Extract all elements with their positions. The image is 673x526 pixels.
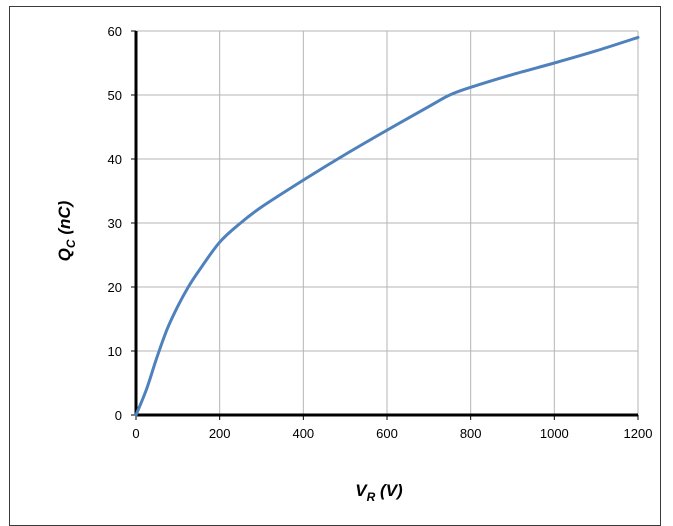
y-tick-label: 60 — [108, 24, 122, 39]
y-axis-title: QC (nC) — [55, 200, 78, 261]
x-tick-label: 1200 — [624, 426, 653, 441]
y-axis-title-main: Q — [55, 248, 74, 261]
y-tick-label: 10 — [108, 344, 122, 359]
x-axis-title-main: V — [355, 481, 368, 500]
axes — [131, 30, 639, 420]
y-tick-label: 50 — [108, 88, 122, 103]
x-tick-label: 0 — [132, 426, 139, 441]
x-axis-title-sub: R — [367, 490, 376, 504]
chart-frame — [9, 6, 661, 526]
x-tick-label: 600 — [376, 426, 398, 441]
tick-labels: 0 200 400 600 800 1000 1200 0 10 20 30 40 50 60 — [108, 24, 653, 441]
x-axis-title-unit: (V) — [375, 481, 403, 500]
grid-lines — [136, 30, 639, 415]
y-tick-label: 20 — [108, 280, 122, 295]
series-line — [134, 35, 640, 417]
y-tick-label: 40 — [108, 152, 122, 167]
x-tick-label: 400 — [292, 426, 314, 441]
x-tick-label: 1000 — [540, 426, 569, 441]
x-tick-label: 200 — [209, 426, 231, 441]
x-tick-label: 800 — [460, 426, 482, 441]
x-axis-title: VR (V) — [355, 481, 403, 504]
y-tick-label: 0 — [115, 408, 122, 423]
y-tick-label: 30 — [108, 216, 122, 231]
y-axis-title-sub: C — [64, 239, 78, 248]
y-axis-title-unit: (nC) — [55, 200, 74, 239]
series-lines — [134, 35, 640, 417]
line-chart: 0 200 400 600 800 1000 1200 0 10 20 30 40 50 60 VR (V… — [55, 24, 653, 504]
